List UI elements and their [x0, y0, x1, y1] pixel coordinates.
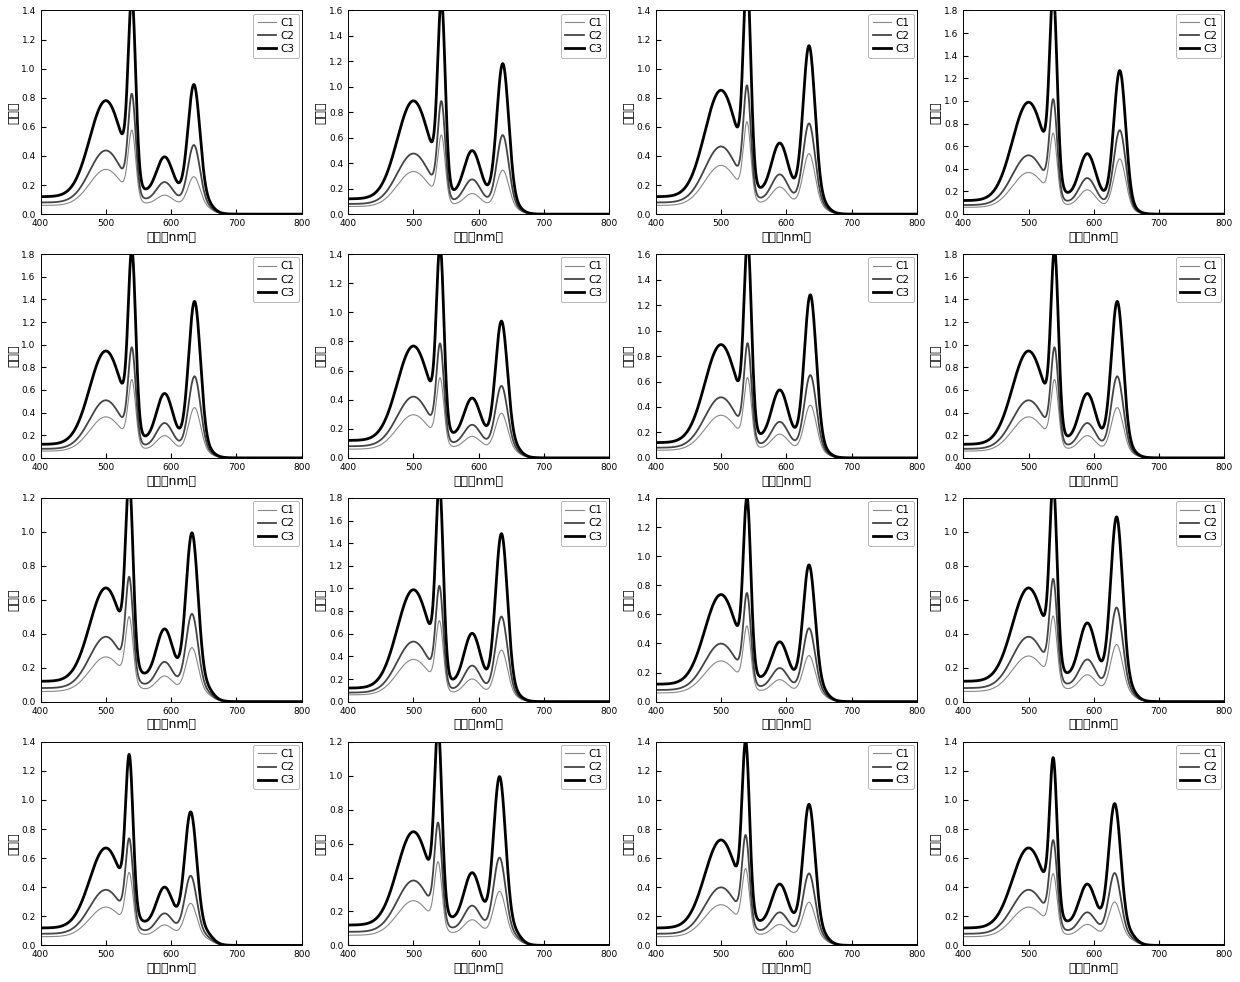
Legend: C1, C2, C3: C1, C2, C3	[253, 257, 299, 301]
Y-axis label: 吸光度: 吸光度	[7, 588, 20, 611]
Y-axis label: 吸光度: 吸光度	[930, 833, 942, 854]
X-axis label: 波长（nm）: 波长（nm）	[454, 718, 503, 732]
Y-axis label: 吸光度: 吸光度	[315, 101, 327, 124]
X-axis label: 波长（nm）: 波长（nm）	[1069, 962, 1118, 975]
Y-axis label: 吸光度: 吸光度	[7, 101, 20, 124]
Legend: C1, C2, C3: C1, C2, C3	[560, 501, 606, 546]
Y-axis label: 吸光度: 吸光度	[622, 345, 635, 367]
X-axis label: 波长（nm）: 波长（nm）	[146, 718, 196, 732]
Legend: C1, C2, C3: C1, C2, C3	[560, 14, 606, 58]
Y-axis label: 吸光度: 吸光度	[315, 345, 327, 367]
X-axis label: 波长（nm）: 波长（nm）	[1069, 718, 1118, 732]
X-axis label: 波长（nm）: 波长（nm）	[454, 474, 503, 487]
X-axis label: 波长（nm）: 波长（nm）	[146, 474, 196, 487]
X-axis label: 波长（nm）: 波长（nm）	[761, 474, 811, 487]
Y-axis label: 吸光度: 吸光度	[7, 345, 20, 367]
Y-axis label: 吸光度: 吸光度	[930, 101, 942, 124]
X-axis label: 波长（nm）: 波长（nm）	[454, 231, 503, 244]
Y-axis label: 吸光度: 吸光度	[315, 588, 327, 611]
X-axis label: 波长（nm）: 波长（nm）	[761, 231, 811, 244]
Y-axis label: 吸光度: 吸光度	[930, 345, 942, 367]
Legend: C1, C2, C3: C1, C2, C3	[253, 14, 299, 58]
Y-axis label: 吸光度: 吸光度	[930, 588, 942, 611]
Legend: C1, C2, C3: C1, C2, C3	[1176, 745, 1221, 790]
Legend: C1, C2, C3: C1, C2, C3	[868, 501, 914, 546]
X-axis label: 波长（nm）: 波长（nm）	[1069, 474, 1118, 487]
Y-axis label: 吸光度: 吸光度	[622, 588, 635, 611]
Y-axis label: 吸光度: 吸光度	[622, 833, 635, 854]
Y-axis label: 吸光度: 吸光度	[622, 101, 635, 124]
X-axis label: 波长（nm）: 波长（nm）	[146, 231, 196, 244]
Y-axis label: 吸光度: 吸光度	[7, 833, 20, 854]
Legend: C1, C2, C3: C1, C2, C3	[868, 257, 914, 301]
X-axis label: 波长（nm）: 波长（nm）	[1069, 231, 1118, 244]
Legend: C1, C2, C3: C1, C2, C3	[560, 257, 606, 301]
X-axis label: 波长（nm）: 波长（nm）	[761, 718, 811, 732]
Legend: C1, C2, C3: C1, C2, C3	[868, 745, 914, 790]
Legend: C1, C2, C3: C1, C2, C3	[1176, 257, 1221, 301]
Legend: C1, C2, C3: C1, C2, C3	[253, 745, 299, 790]
Legend: C1, C2, C3: C1, C2, C3	[560, 745, 606, 790]
X-axis label: 波长（nm）: 波长（nm）	[454, 962, 503, 975]
Legend: C1, C2, C3: C1, C2, C3	[1176, 14, 1221, 58]
Legend: C1, C2, C3: C1, C2, C3	[253, 501, 299, 546]
X-axis label: 波长（nm）: 波长（nm）	[146, 962, 196, 975]
Legend: C1, C2, C3: C1, C2, C3	[1176, 501, 1221, 546]
Legend: C1, C2, C3: C1, C2, C3	[868, 14, 914, 58]
Y-axis label: 吸光度: 吸光度	[315, 833, 327, 854]
X-axis label: 波长（nm）: 波长（nm）	[761, 962, 811, 975]
